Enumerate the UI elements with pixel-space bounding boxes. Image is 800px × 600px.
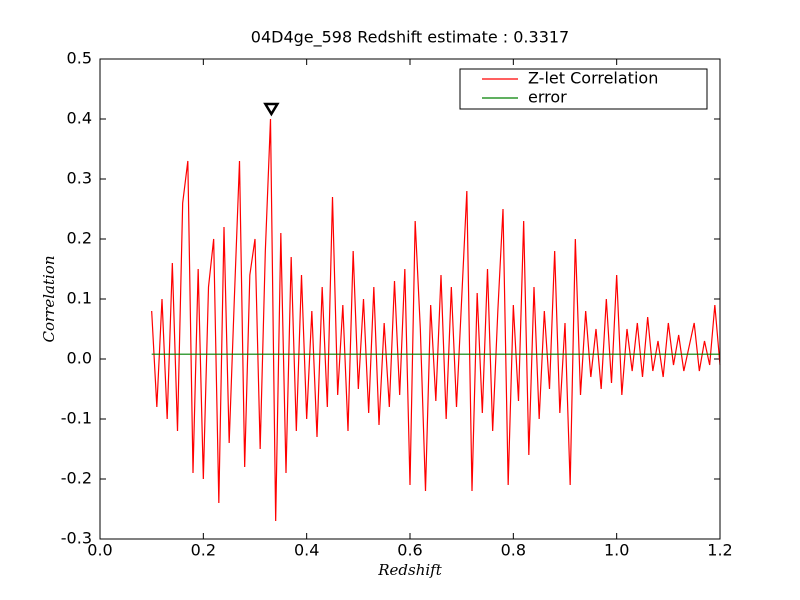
data-line (151, 118, 721, 522)
x-tick-label: 0.4 (294, 541, 319, 560)
y-tick-label: 0.3 (67, 169, 92, 188)
chart-title: 04D4ge_598 Redshift estimate : 0.3317 (251, 28, 569, 48)
peak-marker (263, 102, 280, 117)
y-tick-label: 0.1 (67, 289, 92, 308)
legend-box (459, 68, 708, 110)
y-tick-label: 0.4 (67, 109, 92, 128)
y-tick-label: -0.3 (61, 529, 92, 548)
plot-frame (99, 58, 721, 540)
x-tick-label: 0.6 (397, 541, 422, 560)
y-tick-label: 0.5 (67, 49, 92, 68)
y-tick-label: -0.2 (61, 469, 92, 488)
y-axis-label: Correlation (40, 256, 58, 343)
legend-label: error (528, 88, 567, 107)
x-tick-label: 0.0 (87, 541, 112, 560)
x-axis-label: Redshift (377, 561, 442, 579)
x-tick-label: 0.8 (501, 541, 526, 560)
y-tick-label: 0.0 (67, 349, 92, 368)
x-tick-label: 0.2 (191, 541, 216, 560)
y-tick-label: 0.2 (67, 229, 92, 248)
y-tick-label: -0.1 (61, 409, 92, 428)
legend-label: Z-let Correlation (528, 69, 658, 88)
x-tick-label: 1.0 (604, 541, 629, 560)
x-tick-label: 1.2 (707, 541, 732, 560)
